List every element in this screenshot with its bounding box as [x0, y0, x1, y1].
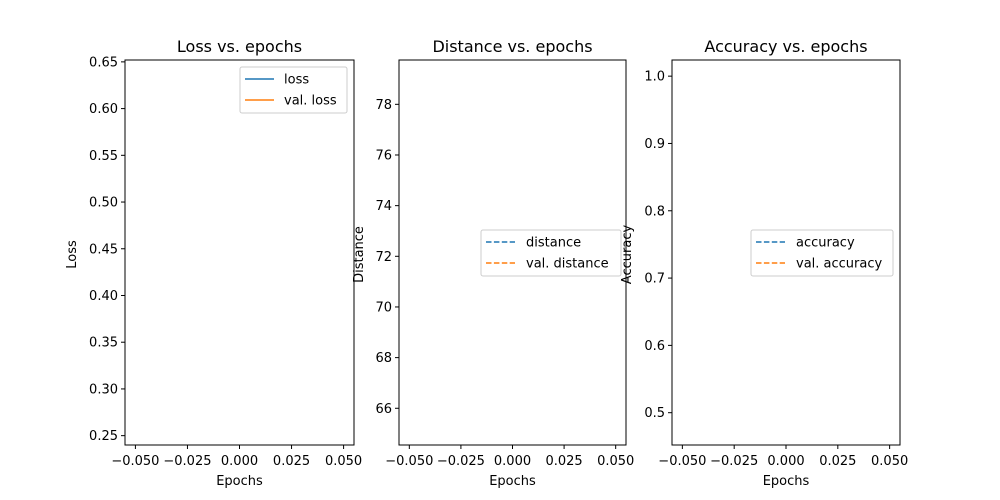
- x-tick-label: 0.050: [871, 454, 908, 469]
- x-tick-label: 0.000: [494, 454, 531, 469]
- y-tick-label: 0.8: [644, 204, 665, 219]
- y-tick-label: 72: [375, 250, 392, 265]
- y-tick-label: 1.0: [644, 70, 665, 85]
- y-tick-label: 0.65: [89, 55, 118, 70]
- y-tick-label: 0.40: [89, 289, 118, 304]
- subplot-title: Accuracy vs. epochs: [704, 37, 867, 56]
- legend-label: distance: [526, 236, 581, 251]
- x-tick-label: 0.025: [545, 454, 582, 469]
- x-tick-label: 0.000: [221, 454, 258, 469]
- y-tick-label: 0.25: [89, 429, 118, 444]
- subplot-loss: Loss vs. epochs Epochs Loss −0.050 −0.025…: [65, 37, 362, 489]
- y-tick-label: 0.7: [644, 272, 665, 287]
- y-axis-label: Loss: [65, 240, 80, 269]
- y-tick-label: 0.60: [89, 102, 118, 117]
- y-tick-label: 0.50: [89, 196, 118, 211]
- subplot-distance: Distance vs. epochs Epochs Distance −0.0…: [352, 37, 634, 489]
- y-axis-label: Accuracy: [620, 225, 635, 285]
- y-tick-label: 70: [375, 300, 392, 315]
- y-tick-label: 0.9: [644, 137, 665, 152]
- x-tick-label: 0.000: [767, 454, 804, 469]
- y-tick-label: 66: [375, 402, 392, 417]
- y-tick-label: 0.35: [89, 336, 118, 351]
- x-tick-label: 0.025: [819, 454, 856, 469]
- subplot-title: Distance vs. epochs: [432, 37, 592, 56]
- legend-label: val. distance: [526, 257, 609, 272]
- y-tick-label: 76: [375, 148, 392, 163]
- y-tick-label: 78: [375, 98, 392, 113]
- legend-label: accuracy: [796, 236, 855, 251]
- y-tick-label: 0.45: [89, 242, 118, 257]
- y-tick-label: 0.55: [89, 149, 118, 164]
- legend-label: loss: [284, 73, 309, 88]
- x-tick-label: −0.025: [437, 454, 485, 469]
- x-tick-label: −0.025: [710, 454, 758, 469]
- legend-frame: [480, 229, 622, 277]
- x-tick-label: 0.050: [325, 454, 362, 469]
- x-tick-label: −0.050: [111, 454, 159, 469]
- y-tick-label: 68: [375, 351, 392, 366]
- x-tick-label: 0.050: [597, 454, 634, 469]
- x-axis-label: Epochs: [216, 474, 263, 489]
- y-tick-label: 0.6: [644, 339, 665, 354]
- y-tick-label: 0.5: [644, 406, 665, 421]
- legend-label: val. loss: [284, 94, 337, 109]
- x-axis-label: Epochs: [763, 474, 810, 489]
- legend-label: val. accuracy: [796, 257, 882, 272]
- x-axis-label: Epochs: [489, 474, 536, 489]
- legend-frame: [750, 229, 894, 277]
- subplot-title: Loss vs. epochs: [177, 37, 302, 56]
- y-tick-label: 74: [375, 199, 392, 214]
- x-tick-label: −0.025: [163, 454, 211, 469]
- x-tick-label: −0.050: [658, 454, 706, 469]
- y-axis-label: Distance: [352, 226, 367, 283]
- subplot-accuracy: Accuracy vs. epochs Epochs Accuracy −0.0…: [620, 37, 908, 489]
- y-tick-label: 0.30: [89, 382, 118, 397]
- x-tick-label: −0.050: [385, 454, 433, 469]
- x-tick-label: 0.025: [273, 454, 310, 469]
